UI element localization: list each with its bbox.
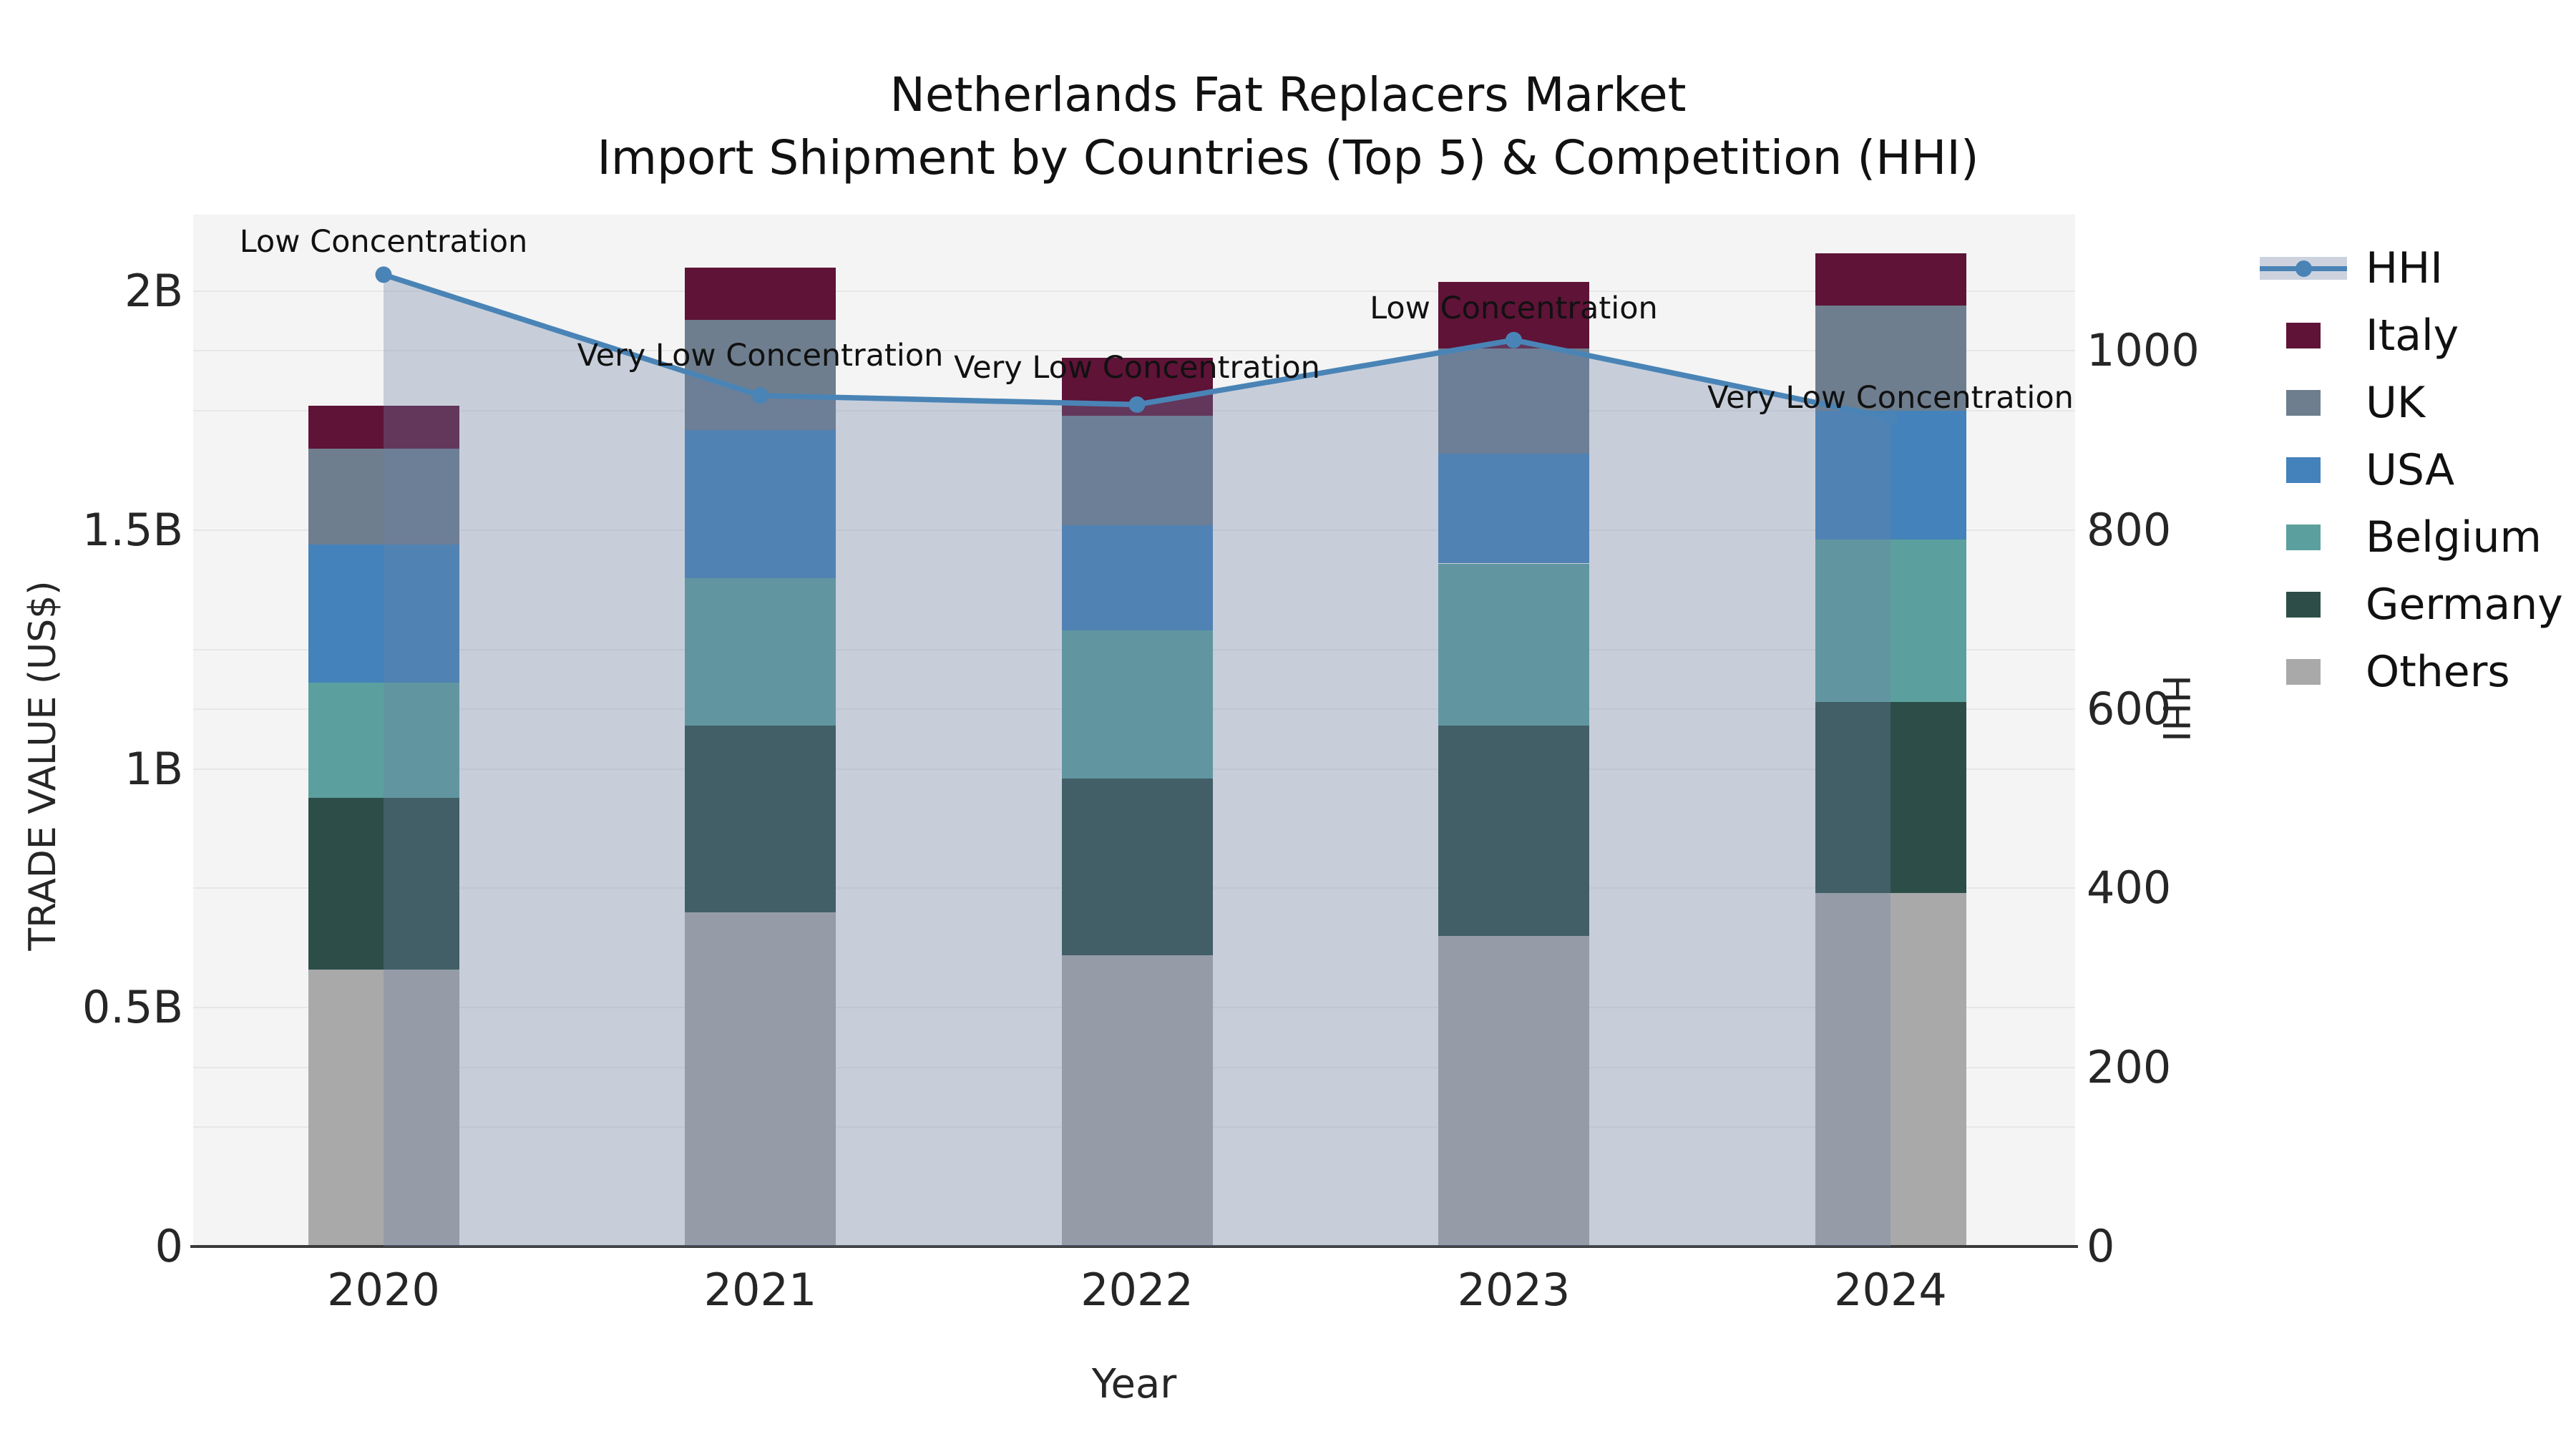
bar-2023-germany [1438,726,1589,937]
color-swatch-italy [2286,323,2321,348]
legend-swatch-germany [2260,590,2347,619]
legend-swatch-italy [2260,321,2347,350]
y-left-tick-2B: 2B [125,265,183,317]
legend-label-uk: UK [2366,378,2426,428]
bar-2022-uk [1061,415,1213,526]
legend-label-belgium: Belgium [2366,512,2542,562]
bar-2021-belgium [685,577,836,726]
hhi-area-fill [384,274,1890,1246]
y-left-tick-1.5B: 1.5B [82,503,183,556]
bar-2024-uk [1815,306,1966,411]
color-swatch-usa [2286,457,2321,483]
legend-swatch-others [2260,658,2347,686]
y-left-tick-0.5B: 0.5B [82,981,183,1034]
hhi-marker-2022 [1128,396,1146,413]
bar-2021-germany [685,726,836,912]
bar-2020-uk [308,449,459,545]
legend-label-hhi: HHI [2366,243,2443,293]
legend-swatch-usa [2260,456,2347,484]
bar-2021-usa [685,429,836,578]
color-swatch-uk [2286,390,2321,416]
annotation-2021: Very Low Concentration [577,337,944,374]
bar-2024-usa [1815,410,1966,540]
y-left-tick-1B: 1B [125,742,183,795]
x-tick-2024: 2024 [1834,1264,1947,1316]
annotation-2023: Low Concentration [1370,291,1658,327]
bar-2021-others [685,912,836,1246]
bar-2022-usa [1061,525,1213,630]
hhi-marker-2020 [375,266,392,283]
hhi-marker-2021 [752,387,769,404]
bar-2023-uk [1438,348,1589,454]
legend-swatch-belgium [2260,523,2347,552]
bar-2021-uk [685,320,836,430]
bar-2020-italy [308,406,459,449]
bar-2024-others [1815,893,1966,1246]
bar-2021-italy [685,267,836,321]
chart-title-line2: Import Shipment by Countries (Top 5) & C… [597,130,1979,185]
x-tick-2023: 2023 [1457,1264,1571,1316]
bar-2022-belgium [1061,630,1213,779]
y-left-tick-0: 0 [155,1220,183,1272]
y-right-tick-200: 200 [2087,1040,2172,1093]
gridline [193,350,2075,352]
bar-2024-italy [1815,253,1966,306]
bar-2022-germany [1061,778,1213,955]
legend-item-usa: USA [2260,436,2575,504]
y-right-tick-0: 0 [2087,1220,2115,1272]
y-right-tick-800: 800 [2087,503,2172,556]
bar-2020-usa [308,544,459,683]
plot-area: Low Concentration Very Low Concentration V… [193,215,2075,1246]
legend-item-belgium: Belgium [2260,504,2575,571]
y-right-tick-600: 600 [2087,682,2172,735]
color-swatch-others [2286,659,2321,685]
annotation-2022: Very Low Concentration [954,350,1320,386]
bar-2020-others [308,969,459,1246]
legend-swatch-uk [2260,389,2347,417]
legend: HHI Italy UK USA Belgium Germany Others [2260,235,2575,706]
hhi-marker-icon [2296,260,2312,277]
bar-2023-usa [1438,453,1589,564]
legend-item-others: Others [2260,638,2575,706]
x-tick-2021: 2021 [703,1264,817,1316]
hhi-marker-2023 [1506,331,1522,348]
gridline [193,291,2075,292]
color-swatch-germany [2286,592,2321,618]
annotation-2020: Low Concentration [239,223,528,260]
hhi-marker-2024 [1882,409,1899,426]
bar-2023-others [1438,936,1589,1246]
bar-2022-others [1061,955,1213,1246]
legend-item-italy: Italy [2260,302,2575,369]
annotation-2024: Very Low Concentration [1707,380,2074,416]
x-axis-label: Year [1091,1361,1177,1407]
bar-2020-germany [308,797,459,970]
bar-2024-belgium [1815,540,1966,703]
bar-2023-belgium [1438,563,1589,726]
y-right-tick-400: 400 [2087,862,2172,914]
legend-label-italy: Italy [2366,311,2459,361]
bar-2020-belgium [308,683,459,798]
legend-item-germany: Germany [2260,571,2575,638]
hhi-line-layer [375,266,1899,1246]
legend-label-others: Others [2366,647,2510,697]
bar-2024-germany [1815,702,1966,894]
y-right-tick-1000: 1000 [2087,324,2200,377]
legend-label-germany: Germany [2366,580,2563,630]
legend-item-uk: UK [2260,369,2575,436]
x-tick-2020: 2020 [327,1264,440,1316]
color-swatch-belgium [2286,525,2321,550]
legend-hhi-line-icon [2260,254,2347,283]
chart-title-line1: Netherlands Fat Replacers Market [889,67,1687,122]
x-tick-2022: 2022 [1080,1264,1194,1316]
legend-item-hhi: HHI [2260,235,2575,302]
legend-label-usa: USA [2366,445,2455,495]
x-axis-spine [190,1245,2078,1248]
